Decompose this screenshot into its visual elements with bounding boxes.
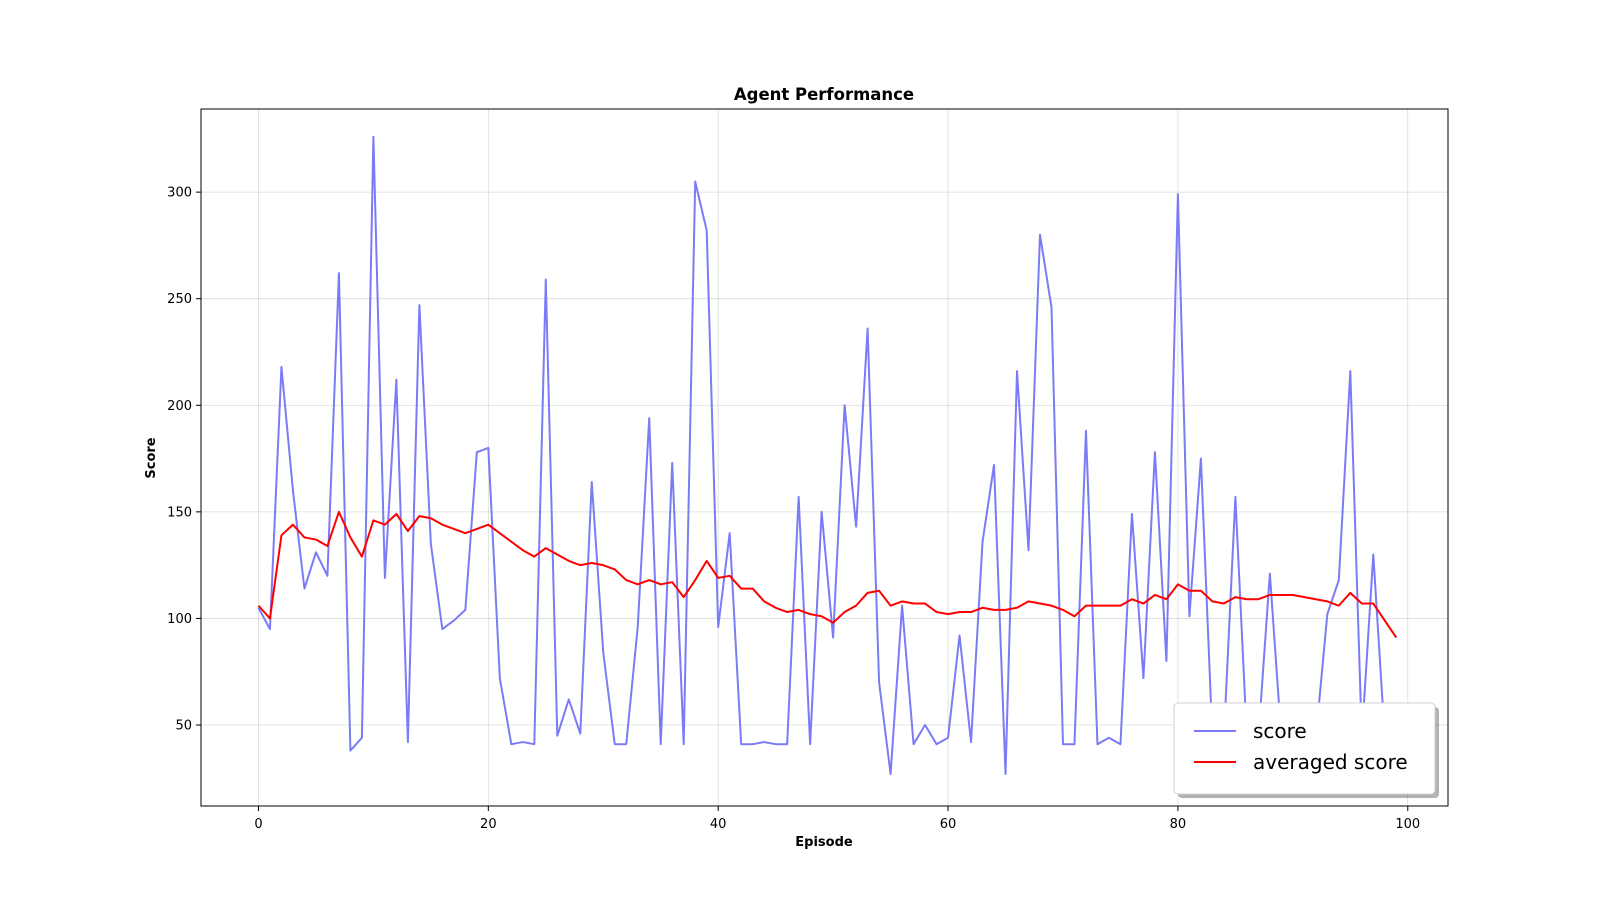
legend-label-score: score [1253, 719, 1307, 743]
legend: score averaged score [1173, 702, 1439, 798]
legend-label-averaged-score: averaged score [1253, 750, 1408, 774]
y-tick-label: 50 [175, 719, 192, 734]
series-layer [257, 135, 1398, 776]
x-axis: 0 20 40 60 80 100 [254, 806, 1420, 832]
y-tick-label: 100 [167, 612, 192, 627]
y-axis-title: Score [144, 437, 159, 478]
x-tick-label: 80 [1170, 817, 1187, 832]
y-axis: 50 100 150 200 250 300 [167, 186, 201, 734]
x-tick-label: 0 [254, 817, 262, 832]
y-tick-label: 250 [167, 292, 192, 307]
legend-box [1173, 702, 1436, 795]
y-tick-label: 150 [167, 505, 192, 520]
x-axis-title: Episode [795, 835, 853, 850]
chart-title: Agent Performance [734, 85, 914, 104]
y-tick-label: 200 [167, 399, 192, 414]
x-tick-label: 100 [1395, 817, 1420, 832]
x-tick-label: 20 [480, 817, 497, 832]
series-line-averaged-score [257, 510, 1398, 639]
plot-frame [200, 108, 1449, 807]
x-tick-label: 40 [710, 817, 727, 832]
y-tick-label: 300 [167, 186, 192, 201]
series-line-score [257, 135, 1397, 776]
x-tick-label: 60 [940, 817, 957, 832]
